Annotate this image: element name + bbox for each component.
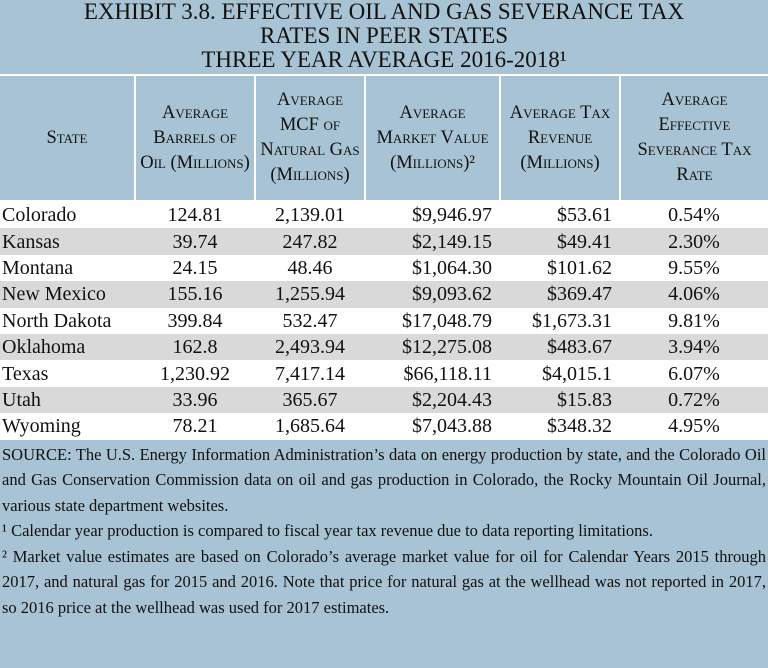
table-cell: 24.15 xyxy=(135,254,255,282)
notes: SOURCE: The U.S. Energy Information Admi… xyxy=(0,440,768,621)
row-label: Colorado xyxy=(0,201,135,229)
table-cell: $12,275.08 xyxy=(365,333,500,361)
table-cell: $1,673.31 xyxy=(500,307,620,334)
title-line: EXHIBIT 3.8. EFFECTIVE OIL AND GAS SEVER… xyxy=(83,0,685,24)
table-row: Utah 33.96 365.67 $2,204.43 $15.83 0.72% xyxy=(0,386,768,414)
table-cell: 48.46 xyxy=(255,254,365,282)
title: EXHIBIT 3.8. EFFECTIVE OIL AND GAS SEVER… xyxy=(0,0,768,76)
row-label: Wyoming xyxy=(0,413,135,440)
table-cell: 3.94% xyxy=(620,333,768,361)
table-row: Colorado 124.81 2,139.01 $9,946.97 $53.61 0.5… xyxy=(0,201,768,229)
row-label: Kansas xyxy=(0,228,135,255)
column-header: Average Effective Severance Tax Rate xyxy=(620,76,768,202)
table-cell: 124.81 xyxy=(135,201,255,229)
table-cell: $483.67 xyxy=(500,333,620,361)
table-cell: 0.72% xyxy=(620,386,768,414)
table-cell: 4.95% xyxy=(620,413,768,440)
row-label: New Mexico xyxy=(0,281,135,308)
row-label: Texas xyxy=(0,360,135,387)
title-line: RATES IN PEER STATES xyxy=(260,23,508,48)
note: SOURCE: The U.S. Energy Information Admi… xyxy=(2,444,766,515)
table-cell: $1,064.30 xyxy=(365,254,500,282)
table-cell: 39.74 xyxy=(135,228,255,255)
column-header: Average Tax Revenue (Millions) xyxy=(500,76,621,202)
table-cell: 2.30% xyxy=(620,228,768,255)
table-row: New Mexico 155.16 1,255.94 $9,093.62 $369.47… xyxy=(0,281,768,308)
row-label: Utah xyxy=(0,386,135,414)
table-cell: $101.62 xyxy=(500,254,620,282)
table-cell: 2,493.94 xyxy=(255,333,365,361)
table-cell: 365.67 xyxy=(255,386,365,414)
table-cell: 532.47 xyxy=(255,307,365,334)
note: ² Market value estimates are based on Co… xyxy=(2,546,766,617)
row-label: Montana xyxy=(0,254,135,282)
table-cell: $2,149.15 xyxy=(365,228,500,255)
table-cell: 1,230.92 xyxy=(135,360,255,387)
table-cell: $369.47 xyxy=(500,281,620,308)
table-cell: $53.61 xyxy=(500,201,620,229)
table-cell: 78.21 xyxy=(135,413,255,440)
table-body: Colorado 124.81 2,139.01 $9,946.97 $53.61 0.5… xyxy=(0,201,768,440)
table-cell: $4,015.1 xyxy=(500,360,620,387)
table-cell: 6.07% xyxy=(620,360,768,387)
note: ¹ Calendar year production is compared t… xyxy=(2,521,653,541)
table-row: Wyoming 78.21 1,685.64 $7,043.88 $348.32 4.95… xyxy=(0,413,768,440)
table: State Average Barrels of Oil (Millions) Av… xyxy=(0,76,768,440)
table-cell: $2,204.43 xyxy=(365,386,500,414)
column-header: Average Market Value (Millions)² xyxy=(365,76,501,202)
table-cell: 4.06% xyxy=(620,281,768,308)
table-cell: $7,043.88 xyxy=(365,413,500,440)
table-cell: $49.41 xyxy=(500,228,620,255)
table-cell: $17,048.79 xyxy=(365,307,500,334)
row-label: North Dakota xyxy=(0,307,135,334)
table-cell: $15.83 xyxy=(500,386,620,414)
table-cell: $66,118.11 xyxy=(365,360,500,387)
table-cell: 0.54% xyxy=(620,201,768,229)
table-row: Oklahoma 162.8 2,493.94 $12,275.08 $483.67 3.… xyxy=(0,333,768,361)
table-cell: 155.16 xyxy=(135,281,255,308)
table-cell: 162.8 xyxy=(135,333,255,361)
column-header: State xyxy=(0,76,136,202)
table-cell: 33.96 xyxy=(135,386,255,414)
table-cell: 247.82 xyxy=(255,228,365,255)
row-label: Oklahoma xyxy=(0,333,135,361)
table-cell: 7,417.14 xyxy=(255,360,365,387)
table-cell: 9.81% xyxy=(620,307,768,334)
column-header: Average Barrels of Oil (Millions) xyxy=(135,76,256,202)
table-cell: 2,139.01 xyxy=(255,201,365,229)
table-cell: 399.84 xyxy=(135,307,255,334)
table-row: Texas 1,230.92 7,417.14 $66,118.11 $4,015.1 6… xyxy=(0,360,768,387)
table-cell: $9,946.97 xyxy=(365,201,500,229)
title-line: THREE YEAR AVERAGE 2016-2018¹ xyxy=(201,47,567,72)
table-row: Kansas 39.74 247.82 $2,149.15 $49.41 2.30% xyxy=(0,228,768,255)
header-row: State Average Barrels of Oil (Millions) Av… xyxy=(0,76,768,202)
table-row: Montana 24.15 48.46 $1,064.30 $101.62 9.55% xyxy=(0,254,768,282)
table-cell: 1,685.64 xyxy=(255,413,365,440)
table-cell: 1,255.94 xyxy=(255,281,365,308)
table-cell: $9,093.62 xyxy=(365,281,500,308)
column-header: Average MCF of Natural Gas (Millions) xyxy=(255,76,366,202)
table-row: North Dakota 399.84 532.47 $17,048.79 $1,673… xyxy=(0,307,768,334)
table-cell: $348.32 xyxy=(500,413,620,440)
table-cell: 9.55% xyxy=(620,254,768,282)
